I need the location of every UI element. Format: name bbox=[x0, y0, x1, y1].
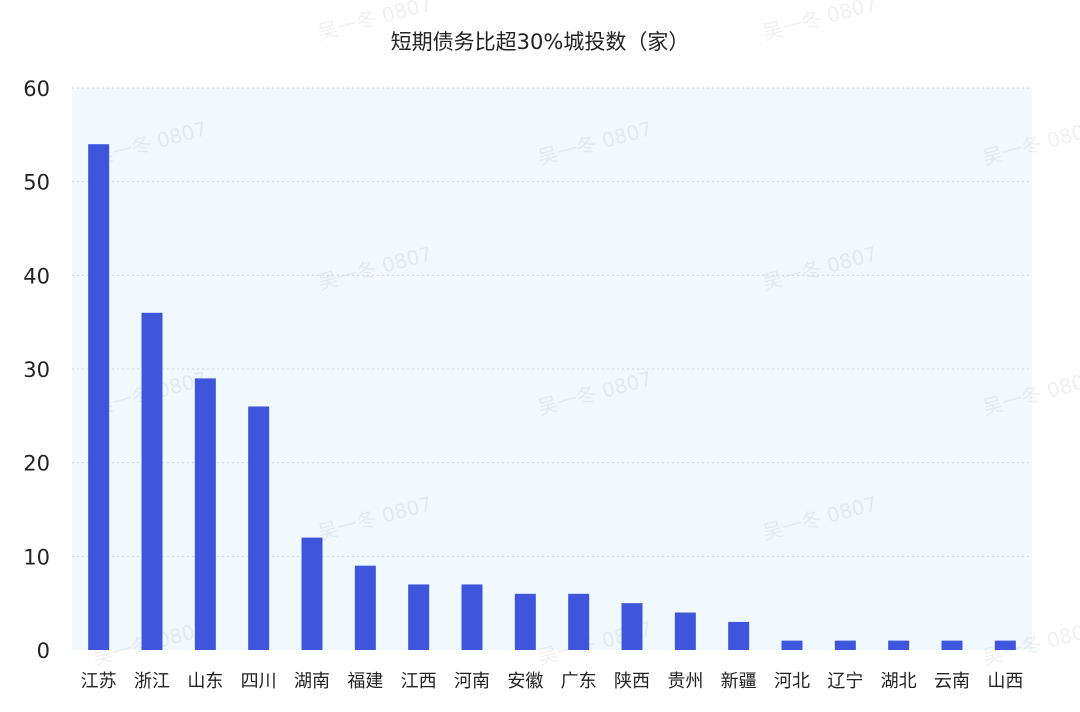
x-tick-label: 河南 bbox=[454, 671, 490, 692]
y-tick-label: 0 bbox=[37, 639, 50, 663]
y-tick-label: 20 bbox=[23, 452, 50, 476]
bar-17 bbox=[994, 640, 1016, 650]
x-tick-label: 河北 bbox=[774, 671, 810, 692]
x-tick-label: 陕西 bbox=[614, 671, 650, 692]
bar-3 bbox=[248, 406, 270, 650]
bar-12 bbox=[728, 621, 750, 650]
y-tick-label: 40 bbox=[23, 264, 50, 288]
watermark: 吴一冬 0807 bbox=[315, 0, 434, 45]
bar-16 bbox=[941, 640, 963, 650]
x-tick-label: 辽宁 bbox=[827, 671, 863, 692]
x-tick-label: 四川 bbox=[241, 671, 277, 692]
x-tick-label: 山东 bbox=[187, 671, 223, 692]
x-tick-label: 湖南 bbox=[294, 671, 330, 692]
x-tick-label: 贵州 bbox=[667, 671, 703, 692]
x-tick-label: 湖北 bbox=[881, 671, 917, 692]
bar-9 bbox=[568, 593, 590, 650]
x-tick-label: 山西 bbox=[987, 671, 1023, 692]
x-tick-label: 新疆 bbox=[721, 671, 757, 692]
x-tick-label: 福建 bbox=[347, 671, 383, 692]
bar-8 bbox=[514, 593, 536, 650]
x-tick-label: 安徽 bbox=[507, 671, 543, 692]
y-tick-label: 10 bbox=[23, 545, 50, 569]
chart-title: 短期债务比超30%城投数（家） bbox=[390, 30, 690, 54]
bar-4 bbox=[301, 537, 323, 650]
bar-1 bbox=[141, 312, 163, 650]
y-tick-label: 30 bbox=[23, 358, 50, 382]
bar-0 bbox=[88, 144, 110, 650]
bar-13 bbox=[781, 640, 803, 650]
x-tick-label: 广东 bbox=[561, 671, 597, 692]
watermark: 吴一冬 0807 bbox=[760, 0, 879, 45]
bar-10 bbox=[621, 603, 643, 650]
bar-11 bbox=[674, 612, 696, 650]
x-tick-label: 江西 bbox=[401, 671, 437, 692]
bar-7 bbox=[461, 584, 483, 650]
bar-6 bbox=[408, 584, 430, 650]
bar-2 bbox=[194, 378, 216, 650]
x-tick-label: 江苏 bbox=[81, 671, 117, 692]
bar-5 bbox=[354, 565, 376, 650]
x-tick-label: 云南 bbox=[934, 671, 970, 692]
bar-14 bbox=[834, 640, 856, 650]
x-tick-label: 浙江 bbox=[134, 671, 170, 692]
y-tick-label: 50 bbox=[23, 171, 50, 195]
y-tick-label: 60 bbox=[23, 77, 50, 101]
bar-15 bbox=[888, 640, 910, 650]
